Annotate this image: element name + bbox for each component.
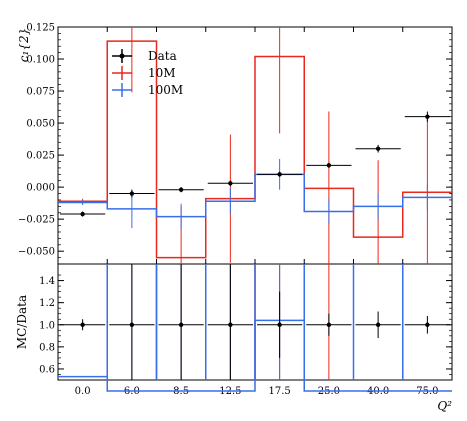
top-y-tick-label: 0.050 — [26, 119, 55, 130]
ratio-data-point — [375, 322, 381, 327]
ratio-y-tick-label: 0.8 — [39, 342, 55, 353]
data-point — [178, 187, 184, 192]
ratio-data-point — [228, 322, 233, 327]
top-y-tick-label: 0.025 — [26, 151, 55, 162]
ratio-data-point — [277, 322, 282, 327]
ratio-y-ticks: 1.4 1.2 1.0 0.8 0.6 — [39, 274, 452, 375]
data-point — [80, 211, 85, 217]
top-y-axis-title: c₁{2} — [17, 28, 31, 62]
series-100m-step-line — [58, 173, 452, 218]
ratio-data-point — [80, 322, 85, 327]
ratio-y-axis-title: MC/Data — [15, 295, 29, 349]
x-tick-label: 0.0 — [75, 386, 91, 397]
ratio-data-point — [425, 322, 430, 327]
data-point — [375, 146, 381, 151]
ratio-y-tick-label: 0.6 — [39, 364, 55, 375]
series-10m-step-line — [58, 40, 452, 259]
ratio-y-tick-label: 1.0 — [39, 320, 55, 331]
top-y-tick-label: 0.100 — [26, 55, 55, 66]
data-point — [129, 191, 135, 196]
top-y-ticks: 0.125 0.100 0.075 0.050 0.025 0.000 −0.025 −0.0… — [18, 23, 452, 258]
legend-data-label: Data — [148, 49, 177, 63]
data-point — [326, 163, 332, 168]
ratio-data-point — [129, 322, 135, 327]
legend-data-marker — [119, 53, 125, 59]
data-point — [228, 181, 233, 186]
data-point — [277, 172, 282, 177]
legend-100m-label: 100M — [148, 83, 183, 97]
legend: Data 10M 100M — [112, 49, 183, 97]
ratio-data-point — [178, 322, 184, 327]
top-y-tick-label: 0.125 — [26, 23, 55, 34]
ratio-series-layer — [58, 264, 452, 392]
ratio-y-tick-label: 1.4 — [39, 276, 55, 287]
top-y-tick-label: 0.000 — [26, 183, 55, 194]
top-y-tick-label: −0.050 — [18, 247, 55, 258]
legend-10m-label: 10M — [148, 66, 176, 80]
top-series-layer — [58, 27, 452, 264]
ratio-data-point — [326, 322, 332, 327]
top-y-tick-label: 0.075 — [26, 87, 55, 98]
ratio-y-tick-label: 1.2 — [39, 298, 55, 309]
x-axis-title: Q² — [437, 399, 452, 413]
data-point — [425, 114, 430, 119]
x-tick-label: 17.5 — [268, 386, 290, 397]
top-y-tick-label: −0.025 — [18, 215, 55, 226]
